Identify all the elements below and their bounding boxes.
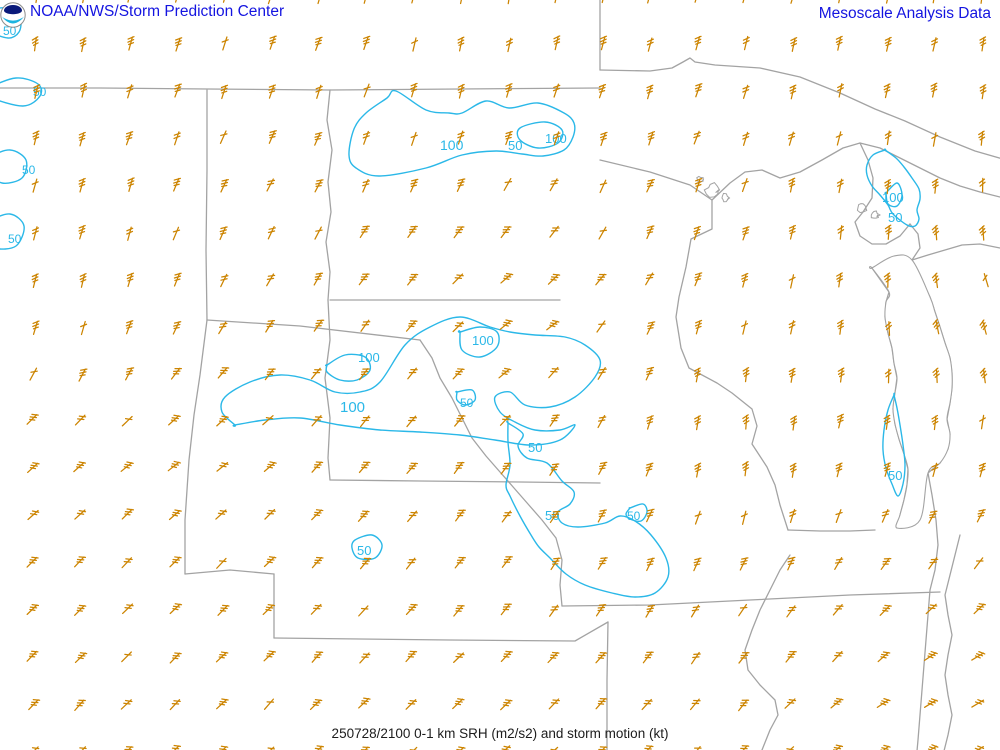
svg-text:50: 50 (888, 468, 902, 483)
svg-text:50: 50 (357, 543, 371, 558)
svg-text:100: 100 (472, 333, 494, 348)
svg-text:50: 50 (528, 440, 542, 455)
svg-text:100: 100 (340, 399, 365, 416)
svg-text:50: 50 (8, 232, 22, 246)
svg-text:50: 50 (460, 396, 474, 410)
svg-text:100: 100 (882, 190, 904, 205)
svg-text:100: 100 (358, 350, 380, 365)
svg-text:50: 50 (627, 509, 641, 523)
svg-text:50: 50 (888, 210, 902, 225)
svg-text:50: 50 (22, 163, 36, 177)
svg-text:50: 50 (508, 138, 522, 153)
